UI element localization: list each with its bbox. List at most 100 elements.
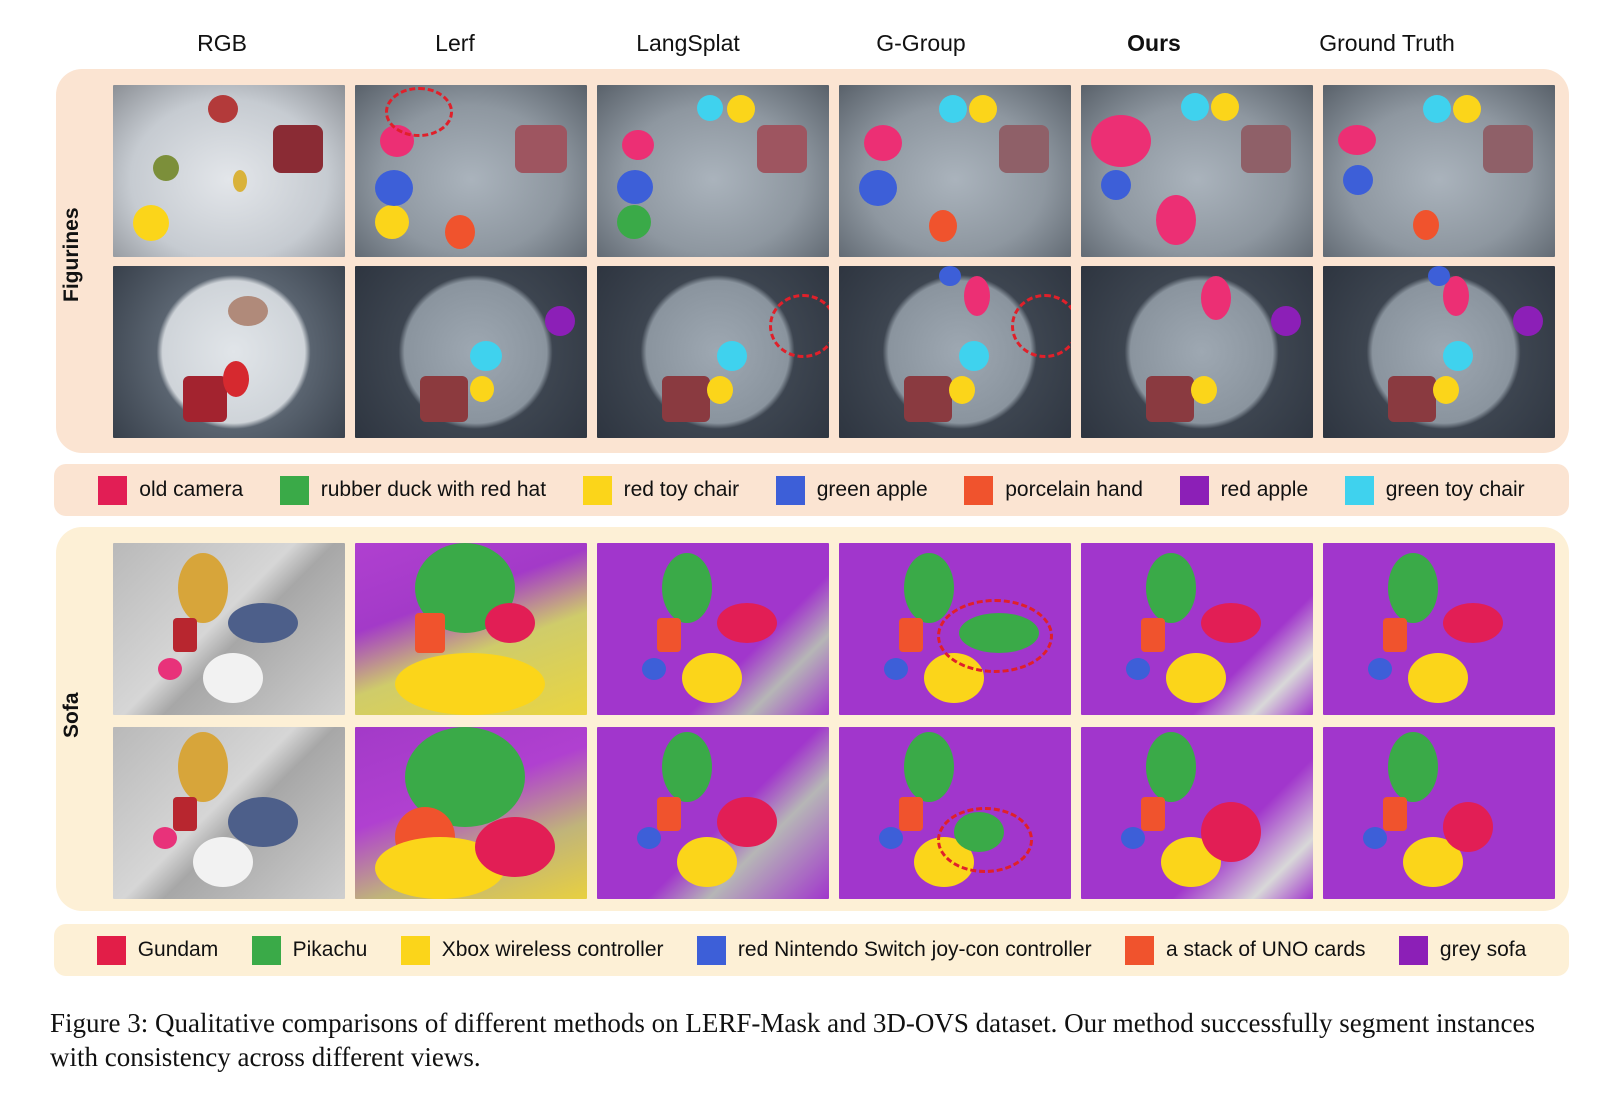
segment-mask <box>1388 732 1438 802</box>
section-label-sofa: Sofa <box>60 692 83 738</box>
figurines-legend: old camera rubber duck with red hat red … <box>54 464 1569 516</box>
segment-mask <box>1343 165 1373 195</box>
figurines-view1-ground-truth <box>1323 85 1555 257</box>
legend-label: green toy chair <box>1385 478 1525 501</box>
segment-mask <box>1423 95 1451 123</box>
figurines-view1-ours <box>1081 85 1313 257</box>
segment-mask <box>1141 797 1165 831</box>
sofa-view2-rgb <box>113 727 345 899</box>
legend-item: Pikachu <box>251 935 368 965</box>
segment-mask <box>717 797 777 847</box>
sofa-view2-g-group <box>839 727 1071 899</box>
figurines-view1-lerf <box>355 85 587 257</box>
column-header-langsplat: LangSplat <box>636 30 740 56</box>
segment-mask <box>273 125 323 173</box>
segment-mask <box>662 376 710 422</box>
segment-mask <box>223 361 249 397</box>
legend-label: red Nintendo Switch joy-con controller <box>737 938 1092 961</box>
legend-label: old camera <box>139 478 244 501</box>
segment-mask <box>637 827 661 849</box>
sofa-view1-rgb <box>113 543 345 715</box>
legend-item: green toy chair <box>1344 475 1525 505</box>
segment-mask <box>193 837 253 887</box>
legend-label: red toy chair <box>623 478 740 501</box>
error-highlight-circle <box>1011 294 1071 358</box>
figurines-view2-ground-truth <box>1323 266 1555 438</box>
segment-mask <box>228 603 298 643</box>
legend-label: green apple <box>816 478 928 501</box>
legend-label: rubber duck with red hat <box>320 478 547 501</box>
legend-label: Xbox wireless controller <box>441 938 664 961</box>
segment-mask <box>1181 93 1209 121</box>
legend-swatch <box>964 475 994 505</box>
legend-item: porcelain hand <box>964 475 1143 505</box>
segment-mask <box>415 613 445 653</box>
legend-swatch <box>1344 475 1374 505</box>
legend-swatch <box>400 935 430 965</box>
segment-mask <box>1156 195 1196 245</box>
segment-mask <box>420 376 468 422</box>
sofa-view2-ours <box>1081 727 1313 899</box>
figurines-view2-langsplat <box>597 266 829 438</box>
legend-item: Xbox wireless controller <box>400 935 664 965</box>
segment-mask <box>1141 618 1165 652</box>
segment-mask <box>470 341 502 371</box>
segment-mask <box>899 618 923 652</box>
segment-mask <box>1443 341 1473 371</box>
segment-mask <box>1146 376 1194 422</box>
segment-mask <box>657 797 681 831</box>
segment-mask <box>1201 802 1261 862</box>
sofa-view1-g-group <box>839 543 1071 715</box>
segment-mask <box>1271 306 1301 336</box>
segment-mask <box>153 827 177 849</box>
segment-mask <box>1363 827 1387 849</box>
legend-label: Gundam <box>137 938 219 961</box>
segment-mask <box>642 658 666 680</box>
segment-mask <box>178 732 228 802</box>
segment-mask <box>133 205 169 241</box>
legend-swatch <box>1124 935 1154 965</box>
segment-mask <box>929 210 957 242</box>
column-header-g-group: G-Group <box>876 30 966 56</box>
scene-background <box>1323 266 1555 438</box>
column-header-ours: Ours <box>1127 30 1181 56</box>
legend-swatch <box>98 475 128 505</box>
segment-mask <box>904 376 952 422</box>
segment-mask <box>375 205 409 239</box>
segment-mask <box>1388 553 1438 623</box>
error-highlight-circle <box>937 807 1033 873</box>
error-highlight-circle <box>937 599 1053 673</box>
column-header-ground-truth: Ground Truth <box>1319 30 1455 56</box>
segment-mask <box>1388 376 1436 422</box>
segment-mask <box>859 170 897 206</box>
error-highlight-circle <box>769 294 829 358</box>
legend-item: Gundam <box>96 935 219 965</box>
segment-mask <box>1383 797 1407 831</box>
segment-mask <box>1383 618 1407 652</box>
segment-mask <box>727 95 755 123</box>
sofa-view2-lerf <box>355 727 587 899</box>
figure-caption: Figure 3: Qualitative comparisons of dif… <box>50 1008 1535 1072</box>
legend-swatch <box>251 935 281 965</box>
segment-mask <box>208 95 238 123</box>
figurines-view1-g-group <box>839 85 1071 257</box>
segment-mask <box>515 125 567 173</box>
segment-mask <box>1201 276 1231 320</box>
segment-mask <box>1091 115 1151 167</box>
segment-mask <box>717 603 777 643</box>
segment-mask <box>153 155 179 181</box>
figurines-view1-langsplat <box>597 85 829 257</box>
segment-mask <box>864 125 902 161</box>
legend-label: grey sofa <box>1439 938 1527 961</box>
legend-swatch <box>96 935 126 965</box>
segment-mask <box>1413 210 1439 240</box>
segment-mask <box>999 125 1049 173</box>
segment-mask <box>904 732 954 802</box>
legend-label: Pikachu <box>292 938 368 961</box>
segment-mask <box>899 797 923 831</box>
segment-mask <box>682 653 742 703</box>
segment-mask <box>1443 802 1493 852</box>
segment-mask <box>203 653 263 703</box>
segment-mask <box>717 341 747 371</box>
segment-mask <box>884 658 908 680</box>
